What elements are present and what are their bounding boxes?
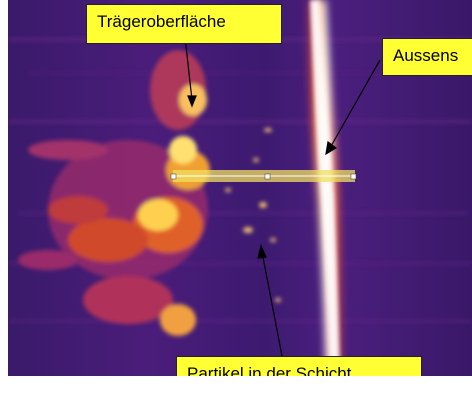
arrow-particles-head (257, 244, 267, 259)
label-outer-surface: Aussens (382, 38, 472, 76)
arrow-particles (261, 251, 283, 357)
arrow-surface-head (187, 95, 197, 108)
label-particles: Partikel in der Schicht (176, 356, 422, 376)
measurement-line (170, 170, 357, 182)
outer-surface-band (304, 0, 346, 376)
carrier-surface-region (18, 50, 210, 336)
arrow-outer-head (325, 140, 338, 156)
arrow-outer (329, 59, 381, 149)
measurement-handle-right (350, 173, 357, 180)
particles (225, 128, 281, 302)
thermal-image-svg (8, 0, 472, 376)
thermal-image: Trägeroberfläche Aussens Partikel in der… (8, 0, 472, 376)
measurement-handle-left (170, 173, 177, 180)
measurement-handle-mid (264, 173, 271, 180)
label-carrier-surface: Trägeroberfläche (86, 4, 282, 44)
annotation-arrows (183, 27, 381, 357)
